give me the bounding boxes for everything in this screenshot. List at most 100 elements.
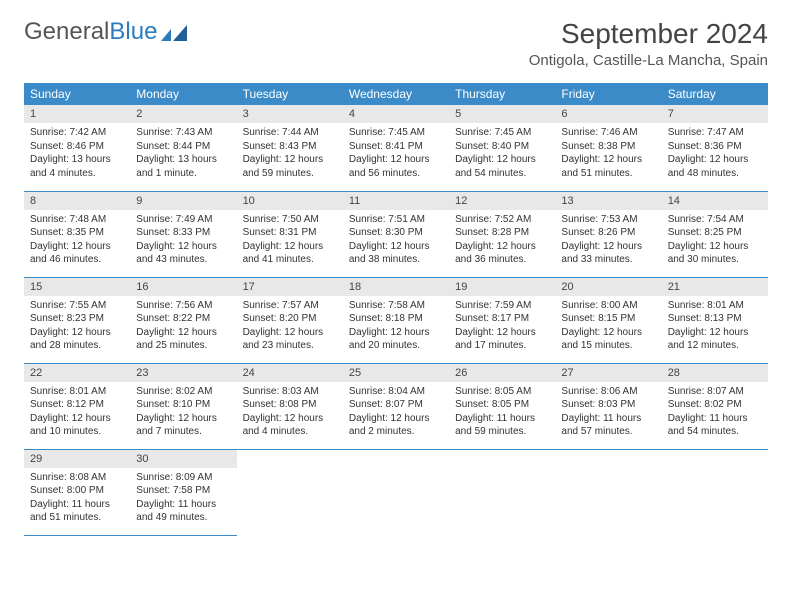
sunset-line: Sunset: 8:35 PM bbox=[30, 226, 124, 240]
calendar-cell: 2Sunrise: 7:43 AMSunset: 8:44 PMDaylight… bbox=[130, 105, 236, 191]
logo: GeneralBlue bbox=[24, 18, 189, 46]
day-number: 2 bbox=[130, 105, 236, 123]
sunrise-line: Sunrise: 8:03 AM bbox=[243, 385, 337, 399]
sunset-line: Sunset: 7:58 PM bbox=[136, 484, 230, 498]
sunrise-line: Sunrise: 8:08 AM bbox=[30, 471, 124, 485]
day-details: Sunrise: 8:05 AMSunset: 8:05 PMDaylight:… bbox=[449, 382, 555, 442]
calendar-cell: 5Sunrise: 7:45 AMSunset: 8:40 PMDaylight… bbox=[449, 105, 555, 191]
calendar-cell: 16Sunrise: 7:56 AMSunset: 8:22 PMDayligh… bbox=[130, 277, 236, 363]
weekday-header: Tuesday bbox=[237, 83, 343, 105]
sunset-line: Sunset: 8:23 PM bbox=[30, 312, 124, 326]
sunrise-line: Sunrise: 7:52 AM bbox=[455, 213, 549, 227]
sunrise-line: Sunrise: 7:58 AM bbox=[349, 299, 443, 313]
logo-text-2: Blue bbox=[109, 18, 157, 46]
day-number: 25 bbox=[343, 364, 449, 382]
sunset-line: Sunset: 8:36 PM bbox=[668, 140, 762, 154]
day-number: 4 bbox=[343, 105, 449, 123]
calendar-cell bbox=[449, 449, 555, 535]
calendar-cell: 15Sunrise: 7:55 AMSunset: 8:23 PMDayligh… bbox=[24, 277, 130, 363]
day-details: Sunrise: 7:45 AMSunset: 8:41 PMDaylight:… bbox=[343, 123, 449, 183]
daylight-line: Daylight: 12 hours and 30 minutes. bbox=[668, 240, 762, 267]
sunrise-line: Sunrise: 8:07 AM bbox=[668, 385, 762, 399]
sunset-line: Sunset: 8:05 PM bbox=[455, 398, 549, 412]
sunrise-line: Sunrise: 7:44 AM bbox=[243, 126, 337, 140]
sunrise-line: Sunrise: 8:09 AM bbox=[136, 471, 230, 485]
day-number: 30 bbox=[130, 450, 236, 468]
calendar-cell: 19Sunrise: 7:59 AMSunset: 8:17 PMDayligh… bbox=[449, 277, 555, 363]
title-block: September 2024 Ontigola, Castille-La Man… bbox=[529, 18, 768, 69]
sunset-line: Sunset: 8:17 PM bbox=[455, 312, 549, 326]
daylight-line: Daylight: 12 hours and 17 minutes. bbox=[455, 326, 549, 353]
weekday-header: Monday bbox=[130, 83, 236, 105]
calendar-cell: 4Sunrise: 7:45 AMSunset: 8:41 PMDaylight… bbox=[343, 105, 449, 191]
day-number: 17 bbox=[237, 278, 343, 296]
day-details: Sunrise: 7:57 AMSunset: 8:20 PMDaylight:… bbox=[237, 296, 343, 356]
daylight-line: Daylight: 12 hours and 46 minutes. bbox=[30, 240, 124, 267]
sunset-line: Sunset: 8:40 PM bbox=[455, 140, 549, 154]
sunset-line: Sunset: 8:33 PM bbox=[136, 226, 230, 240]
sunrise-line: Sunrise: 7:55 AM bbox=[30, 299, 124, 313]
daylight-line: Daylight: 12 hours and 54 minutes. bbox=[455, 153, 549, 180]
calendar-cell: 24Sunrise: 8:03 AMSunset: 8:08 PMDayligh… bbox=[237, 363, 343, 449]
day-number: 24 bbox=[237, 364, 343, 382]
calendar-cell bbox=[555, 449, 661, 535]
calendar-cell: 25Sunrise: 8:04 AMSunset: 8:07 PMDayligh… bbox=[343, 363, 449, 449]
calendar-cell: 29Sunrise: 8:08 AMSunset: 8:00 PMDayligh… bbox=[24, 449, 130, 535]
sunrise-line: Sunrise: 8:01 AM bbox=[30, 385, 124, 399]
calendar-cell: 28Sunrise: 8:07 AMSunset: 8:02 PMDayligh… bbox=[662, 363, 768, 449]
day-details: Sunrise: 7:54 AMSunset: 8:25 PMDaylight:… bbox=[662, 210, 768, 270]
sunset-line: Sunset: 8:46 PM bbox=[30, 140, 124, 154]
sunset-line: Sunset: 8:08 PM bbox=[243, 398, 337, 412]
sunrise-line: Sunrise: 7:59 AM bbox=[455, 299, 549, 313]
day-number: 27 bbox=[555, 364, 661, 382]
day-number: 9 bbox=[130, 192, 236, 210]
calendar-cell: 10Sunrise: 7:50 AMSunset: 8:31 PMDayligh… bbox=[237, 191, 343, 277]
sunrise-line: Sunrise: 8:04 AM bbox=[349, 385, 443, 399]
calendar-cell: 21Sunrise: 8:01 AMSunset: 8:13 PMDayligh… bbox=[662, 277, 768, 363]
calendar-cell: 1Sunrise: 7:42 AMSunset: 8:46 PMDaylight… bbox=[24, 105, 130, 191]
daylight-line: Daylight: 12 hours and 41 minutes. bbox=[243, 240, 337, 267]
calendar-body: 1Sunrise: 7:42 AMSunset: 8:46 PMDaylight… bbox=[24, 105, 768, 535]
daylight-line: Daylight: 12 hours and 33 minutes. bbox=[561, 240, 655, 267]
sunset-line: Sunset: 8:41 PM bbox=[349, 140, 443, 154]
day-number: 13 bbox=[555, 192, 661, 210]
calendar-cell: 12Sunrise: 7:52 AMSunset: 8:28 PMDayligh… bbox=[449, 191, 555, 277]
sunrise-line: Sunrise: 7:46 AM bbox=[561, 126, 655, 140]
daylight-line: Daylight: 12 hours and 12 minutes. bbox=[668, 326, 762, 353]
daylight-line: Daylight: 12 hours and 56 minutes. bbox=[349, 153, 443, 180]
daylight-line: Daylight: 12 hours and 10 minutes. bbox=[30, 412, 124, 439]
day-details: Sunrise: 8:00 AMSunset: 8:15 PMDaylight:… bbox=[555, 296, 661, 356]
daylight-line: Daylight: 11 hours and 54 minutes. bbox=[668, 412, 762, 439]
sunrise-line: Sunrise: 7:45 AM bbox=[349, 126, 443, 140]
day-number: 26 bbox=[449, 364, 555, 382]
day-details: Sunrise: 7:55 AMSunset: 8:23 PMDaylight:… bbox=[24, 296, 130, 356]
calendar-cell: 26Sunrise: 8:05 AMSunset: 8:05 PMDayligh… bbox=[449, 363, 555, 449]
sunrise-line: Sunrise: 8:01 AM bbox=[668, 299, 762, 313]
calendar-cell bbox=[343, 449, 449, 535]
day-details: Sunrise: 7:48 AMSunset: 8:35 PMDaylight:… bbox=[24, 210, 130, 270]
daylight-line: Daylight: 11 hours and 49 minutes. bbox=[136, 498, 230, 525]
daylight-line: Daylight: 12 hours and 51 minutes. bbox=[561, 153, 655, 180]
header: GeneralBlue September 2024 Ontigola, Cas… bbox=[24, 18, 768, 69]
sunset-line: Sunset: 8:18 PM bbox=[349, 312, 443, 326]
sunset-line: Sunset: 8:26 PM bbox=[561, 226, 655, 240]
daylight-line: Daylight: 12 hours and 20 minutes. bbox=[349, 326, 443, 353]
sunrise-line: Sunrise: 8:06 AM bbox=[561, 385, 655, 399]
calendar-cell: 18Sunrise: 7:58 AMSunset: 8:18 PMDayligh… bbox=[343, 277, 449, 363]
day-details: Sunrise: 7:43 AMSunset: 8:44 PMDaylight:… bbox=[130, 123, 236, 183]
daylight-line: Daylight: 12 hours and 48 minutes. bbox=[668, 153, 762, 180]
calendar-cell: 22Sunrise: 8:01 AMSunset: 8:12 PMDayligh… bbox=[24, 363, 130, 449]
calendar-cell: 9Sunrise: 7:49 AMSunset: 8:33 PMDaylight… bbox=[130, 191, 236, 277]
sunrise-line: Sunrise: 7:56 AM bbox=[136, 299, 230, 313]
calendar-cell: 7Sunrise: 7:47 AMSunset: 8:36 PMDaylight… bbox=[662, 105, 768, 191]
weekday-header: Sunday bbox=[24, 83, 130, 105]
day-number: 22 bbox=[24, 364, 130, 382]
sunrise-line: Sunrise: 7:53 AM bbox=[561, 213, 655, 227]
calendar-week: 15Sunrise: 7:55 AMSunset: 8:23 PMDayligh… bbox=[24, 277, 768, 363]
day-details: Sunrise: 8:02 AMSunset: 8:10 PMDaylight:… bbox=[130, 382, 236, 442]
day-number: 14 bbox=[662, 192, 768, 210]
sunset-line: Sunset: 8:00 PM bbox=[30, 484, 124, 498]
daylight-line: Daylight: 11 hours and 51 minutes. bbox=[30, 498, 124, 525]
weekday-header: Thursday bbox=[449, 83, 555, 105]
daylight-line: Daylight: 12 hours and 38 minutes. bbox=[349, 240, 443, 267]
